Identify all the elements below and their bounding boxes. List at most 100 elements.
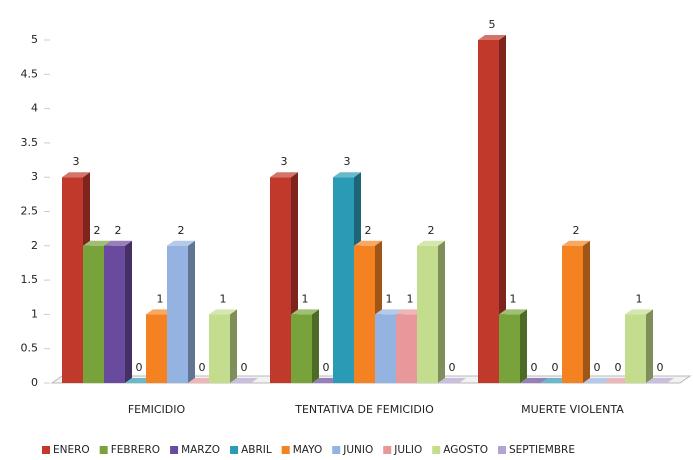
bar (520, 378, 548, 383)
legend-swatch (432, 446, 441, 454)
bar-face (83, 245, 104, 383)
bar-face (438, 378, 466, 383)
bar (478, 35, 506, 383)
legend-label: FEBRERO (111, 444, 160, 456)
legend-swatch (332, 446, 341, 454)
data-label: 1 (157, 292, 164, 305)
bar-face (499, 35, 506, 383)
bar-face (583, 378, 611, 383)
data-label: 0 (615, 361, 622, 374)
bar-face (478, 35, 506, 40)
legend-label: ENERO (53, 444, 90, 456)
bar-face (417, 240, 445, 246)
bar (104, 240, 132, 383)
bar-face (562, 245, 583, 383)
bar-face (62, 172, 90, 178)
bar-face (396, 314, 417, 383)
bar (438, 378, 466, 383)
data-label: 0 (449, 361, 456, 374)
bar-face (417, 245, 438, 383)
data-label: 0 (552, 361, 559, 374)
bar-face (438, 240, 445, 383)
legend-swatch (281, 446, 290, 454)
data-label: 1 (302, 292, 309, 305)
bar-face (188, 240, 195, 383)
bar (230, 378, 258, 383)
bar (291, 309, 319, 383)
data-label: 2 (573, 224, 580, 237)
bar-face (646, 309, 653, 383)
bar-face (125, 240, 132, 383)
data-label: 5 (489, 18, 496, 31)
bar-face (312, 309, 319, 383)
bar-face (375, 314, 396, 383)
y-tick-label: 0.5 (21, 342, 39, 355)
bar-face (520, 378, 548, 383)
bar-face (291, 314, 312, 383)
bar-face (333, 177, 354, 383)
bar-face (291, 309, 319, 315)
bar-face (209, 314, 230, 383)
y-tick-label: 3.5 (21, 136, 39, 149)
legend-swatch (99, 446, 108, 454)
legend-label: SEPTIEMBRE (509, 444, 575, 456)
data-label: 0 (594, 361, 601, 374)
y-tick-label: 4 (31, 102, 38, 115)
data-label: 0 (531, 361, 538, 374)
bar-face (646, 378, 674, 383)
x-tick-label: FEMICIDIO (128, 403, 186, 416)
data-label: 3 (73, 155, 80, 168)
y-tick-label: 2 (31, 239, 38, 252)
data-label: 2 (178, 224, 185, 237)
data-label: 0 (136, 361, 143, 374)
legend-swatch (170, 446, 179, 454)
data-label: 0 (323, 361, 330, 374)
legend-swatch (230, 446, 239, 454)
bar (625, 309, 653, 383)
data-label: 1 (407, 292, 414, 305)
y-tick-label: 0 (31, 376, 38, 389)
bar-face (625, 309, 653, 315)
bar-face (104, 240, 132, 246)
bar-face (478, 40, 499, 383)
bar (583, 378, 611, 383)
bar (646, 378, 674, 383)
data-label: 3 (281, 155, 288, 168)
bar (499, 309, 527, 383)
bar-face (499, 314, 520, 383)
y-tick-label: 1.5 (21, 273, 39, 286)
bar-face (230, 309, 237, 383)
bar-face (104, 245, 125, 383)
bar-face (375, 309, 403, 315)
y-tick-label: 4.5 (21, 67, 39, 80)
bar (417, 240, 445, 383)
bar-face (625, 314, 646, 383)
bar-face (354, 245, 375, 383)
data-label: 0 (657, 361, 664, 374)
legend-label: MARZO (181, 444, 220, 456)
data-label: 2 (428, 224, 435, 237)
bar-face (562, 240, 590, 246)
legend-swatch (497, 446, 506, 454)
x-tick-label: MUERTE VIOLENTA (521, 403, 624, 416)
data-label: 1 (636, 292, 643, 305)
legend-label: JUNIO (342, 444, 373, 456)
bar-face (520, 309, 527, 383)
x-tick-label: TENTATIVA DE FEMICIDIO (294, 403, 434, 416)
legend-label: ABRIL (241, 444, 272, 456)
bar-face (333, 172, 361, 178)
y-tick-label: 2.5 (21, 205, 39, 218)
bar-face (146, 314, 167, 383)
bar-face (354, 240, 382, 246)
bar (167, 240, 195, 383)
y-tick-label: 1 (31, 307, 38, 320)
data-label: 0 (199, 361, 206, 374)
data-label: 1 (220, 292, 227, 305)
bar (562, 240, 590, 383)
data-label: 3 (344, 155, 351, 168)
data-label: 2 (115, 224, 122, 237)
legend-label: AGOSTO (443, 444, 488, 456)
bar-face (583, 240, 590, 383)
bar-face (270, 177, 291, 383)
